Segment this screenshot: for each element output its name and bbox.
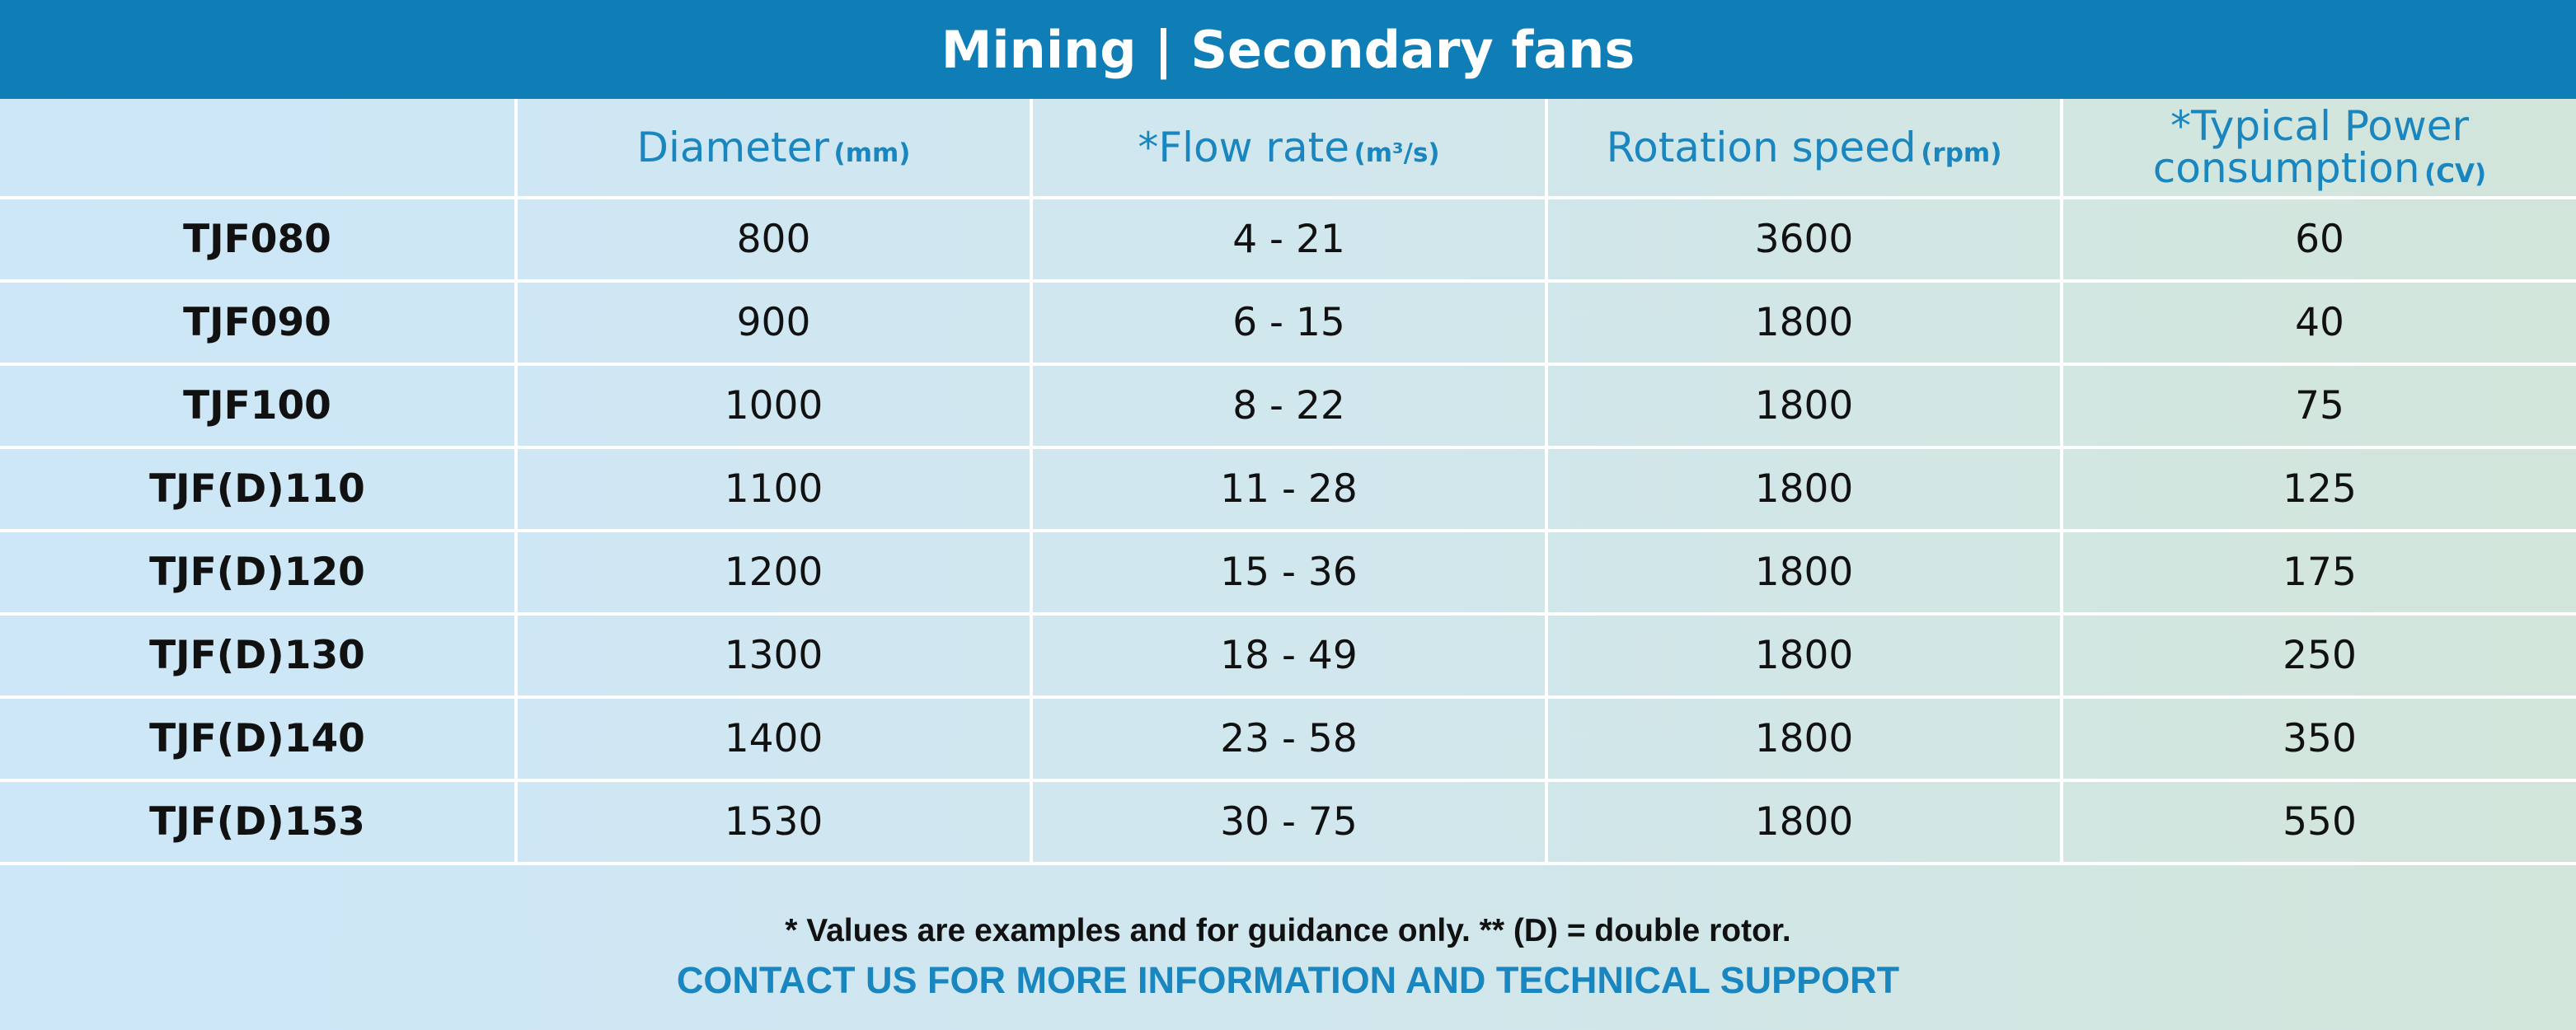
model-cell: TJF(D)110 [0, 446, 518, 532]
page-title: Mining | Secondary fans [941, 19, 1635, 80]
model-cell: TJF(D)120 [0, 529, 518, 616]
model-cell: TJF080 [0, 196, 518, 283]
diameter-cell: 800 [514, 196, 1033, 283]
power-cell: 250 [2060, 612, 2576, 699]
footer: * Values are examples and for guidance o… [0, 888, 2576, 1030]
title-bar: Mining | Secondary fans [0, 0, 2576, 99]
header-flow-rate-unit: (m³/s) [1354, 138, 1440, 168]
header-diameter-unit: (mm) [833, 138, 911, 168]
rotation-speed-cell: 1800 [1545, 529, 2063, 616]
table-row: TJF080 800 4 - 21 3600 60 [0, 196, 2576, 283]
table-row: TJF100 1000 8 - 22 1800 75 [0, 363, 2576, 449]
flow-rate-cell: 6 - 15 [1030, 279, 1548, 366]
diameter-cell: 900 [514, 279, 1033, 366]
diameter-cell: 1200 [514, 529, 1033, 616]
header-rotation-speed-unit: (rpm) [1921, 138, 2002, 168]
table-header-row: Diameter (mm) *Flow rate (m³/s) Rotation… [0, 99, 2576, 199]
header-rotation-speed-label: Rotation speed [1606, 123, 1917, 171]
flow-rate-cell: 11 - 28 [1030, 446, 1548, 532]
flow-rate-cell: 30 - 75 [1030, 779, 1548, 865]
header-flow-rate-label: *Flow rate [1138, 123, 1349, 171]
power-cell: 550 [2060, 779, 2576, 865]
header-diameter: Diameter (mm) [514, 99, 1033, 199]
rotation-speed-cell: 1800 [1545, 446, 2063, 532]
diameter-cell: 1000 [514, 363, 1033, 449]
specs-table: Diameter (mm) *Flow rate (m³/s) Rotation… [0, 99, 2576, 865]
diameter-cell: 1100 [514, 446, 1033, 532]
rotation-speed-cell: 1800 [1545, 779, 2063, 865]
header-power-line2: consumption [2152, 144, 2420, 192]
power-cell: 75 [2060, 363, 2576, 449]
table-row: TJF(D)120 1200 15 - 36 1800 175 [0, 529, 2576, 616]
power-cell: 125 [2060, 446, 2576, 532]
power-cell: 175 [2060, 529, 2576, 616]
flow-rate-cell: 23 - 58 [1030, 695, 1548, 782]
footer-note: * Values are examples and for guidance o… [785, 913, 1791, 948]
rotation-speed-cell: 3600 [1545, 196, 2063, 283]
model-cell: TJF100 [0, 363, 518, 449]
header-power-line1: *Typical Power [2170, 102, 2470, 150]
power-cell: 60 [2060, 196, 2576, 283]
model-cell: TJF(D)153 [0, 779, 518, 865]
header-model [0, 99, 518, 199]
flow-rate-cell: 15 - 36 [1030, 529, 1548, 616]
flow-rate-cell: 18 - 49 [1030, 612, 1548, 699]
header-rotation-speed: Rotation speed (rpm) [1545, 99, 2063, 199]
table-row: TJF(D)153 1530 30 - 75 1800 550 [0, 779, 2576, 865]
model-cell: TJF(D)130 [0, 612, 518, 699]
table-row: TJF(D)130 1300 18 - 49 1800 250 [0, 612, 2576, 699]
table-row: TJF090 900 6 - 15 1800 40 [0, 279, 2576, 366]
contact-cta: CONTACT US FOR MORE INFORMATION AND TECH… [676, 959, 1900, 1001]
diameter-cell: 1530 [514, 779, 1033, 865]
diameter-cell: 1400 [514, 695, 1033, 782]
header-power-unit: (CV) [2424, 159, 2487, 189]
rotation-speed-cell: 1800 [1545, 279, 2063, 366]
rotation-speed-cell: 1800 [1545, 695, 2063, 782]
rotation-speed-cell: 1800 [1545, 612, 2063, 699]
flow-rate-cell: 8 - 22 [1030, 363, 1548, 449]
header-power-consumption: *Typical Power consumption (CV) [2060, 99, 2576, 199]
model-cell: TJF(D)140 [0, 695, 518, 782]
table-row: TJF(D)110 1100 11 - 28 1800 125 [0, 446, 2576, 532]
table-row: TJF(D)140 1400 23 - 58 1800 350 [0, 695, 2576, 782]
header-flow-rate: *Flow rate (m³/s) [1030, 99, 1548, 199]
header-diameter-label: Diameter [636, 123, 829, 171]
power-cell: 40 [2060, 279, 2576, 366]
power-cell: 350 [2060, 695, 2576, 782]
model-cell: TJF090 [0, 279, 518, 366]
rotation-speed-cell: 1800 [1545, 363, 2063, 449]
diameter-cell: 1300 [514, 612, 1033, 699]
flow-rate-cell: 4 - 21 [1030, 196, 1548, 283]
